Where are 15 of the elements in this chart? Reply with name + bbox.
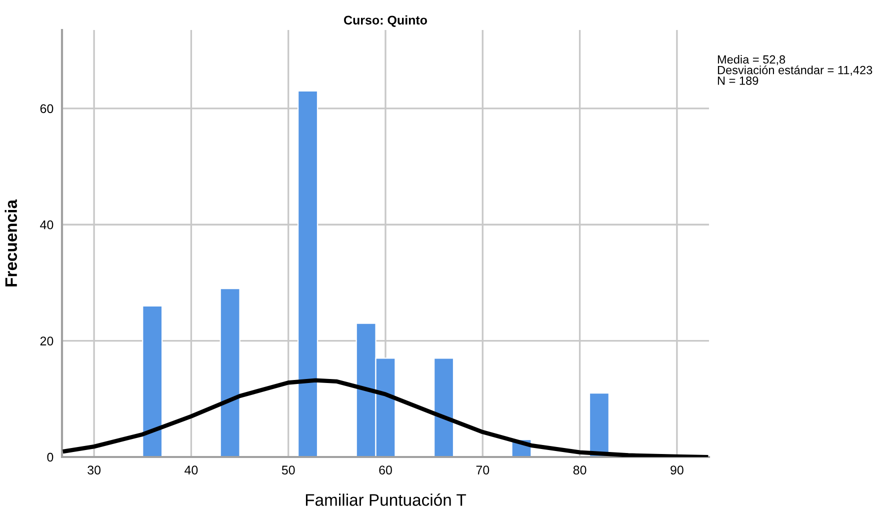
x-tick-label: 50	[282, 466, 295, 475]
chart-title: Curso: Quinto	[344, 15, 428, 27]
y-tick-label: 20	[40, 336, 54, 346]
x-tick-label: 60	[379, 466, 392, 475]
text: Media = 52,8 Desviación estándar = 11,423 N = 189	[718, 55, 872, 85]
x-tick-label: 40	[184, 466, 198, 475]
x-tick-label: 90	[670, 466, 684, 475]
x-tick-label: 80	[573, 466, 586, 475]
y-tick-label: 40	[40, 220, 54, 230]
x-tick-label: 30	[88, 466, 101, 475]
y-tick-label: 0	[47, 452, 54, 462]
x-tick-label: 70	[476, 466, 490, 475]
y-axis-title: Frecuencia	[4, 199, 18, 286]
x-axis-title: Familiar Puntuación T	[306, 493, 466, 506]
y-tick-label: 60	[40, 104, 54, 114]
